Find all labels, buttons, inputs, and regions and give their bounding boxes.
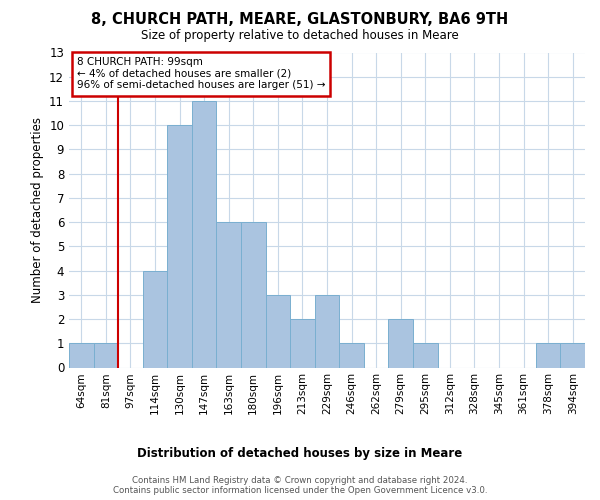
Bar — [192, 101, 217, 367]
Bar — [536, 344, 560, 367]
Text: Distribution of detached houses by size in Meare: Distribution of detached houses by size … — [137, 448, 463, 460]
Bar — [167, 125, 192, 368]
Bar — [560, 344, 585, 367]
Bar — [388, 319, 413, 368]
Text: 8 CHURCH PATH: 99sqm
← 4% of detached houses are smaller (2)
96% of semi-detache: 8 CHURCH PATH: 99sqm ← 4% of detached ho… — [77, 57, 325, 90]
Bar — [217, 222, 241, 368]
Text: Contains HM Land Registry data © Crown copyright and database right 2024.: Contains HM Land Registry data © Crown c… — [132, 476, 468, 485]
Text: Size of property relative to detached houses in Meare: Size of property relative to detached ho… — [141, 29, 459, 42]
Bar — [266, 295, 290, 368]
Bar — [143, 270, 167, 368]
Bar — [339, 344, 364, 367]
Bar — [413, 344, 437, 367]
Bar — [315, 295, 339, 368]
Bar — [94, 344, 118, 367]
Text: 8, CHURCH PATH, MEARE, GLASTONBURY, BA6 9TH: 8, CHURCH PATH, MEARE, GLASTONBURY, BA6 … — [91, 12, 509, 28]
Bar — [69, 344, 94, 367]
Y-axis label: Number of detached properties: Number of detached properties — [31, 117, 44, 303]
Bar — [290, 319, 315, 368]
Text: Contains public sector information licensed under the Open Government Licence v3: Contains public sector information licen… — [113, 486, 487, 495]
Bar — [241, 222, 266, 368]
